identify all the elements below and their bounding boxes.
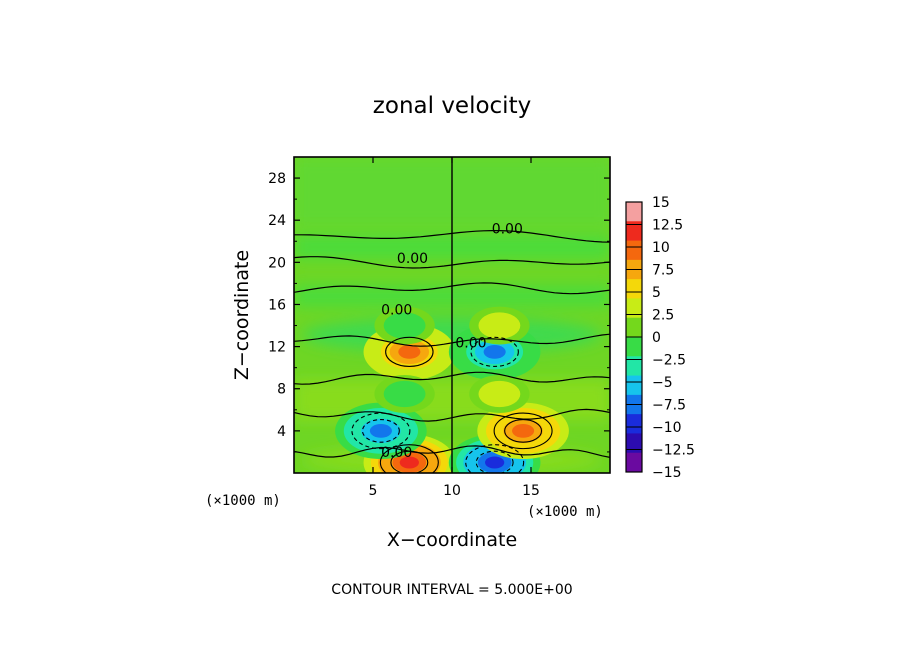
y-tick-label: 24 [268,213,286,229]
field-feature [487,318,512,333]
contour-label: 0.00 [397,251,428,267]
colorbar-swatch [626,375,642,396]
x-unit-right: (×1000 m) [527,504,603,520]
colorbar-swatch [626,240,642,261]
colorbar-swatch [626,433,642,454]
colorbar-tick-label: 12.5 [652,218,683,234]
field-feature [392,386,417,402]
colorbar-tick-label: 2.5 [652,308,674,324]
y-axis-label: Z−coordinate [231,250,253,380]
chart-title: zonal velocity [373,93,531,119]
colorbar-swatch [626,202,642,222]
colorbar-tick-label: 0 [652,330,661,346]
field-feature [369,423,392,438]
contour-line [385,336,434,367]
x-axis-label: X−coordinate [387,529,517,551]
x-unit-left: (×1000 m) [205,493,281,509]
y-tick-label: 20 [268,255,286,271]
contour-label: 0.00 [455,335,486,351]
field-feature [485,456,505,469]
colorbar-tick-label: 10 [652,240,670,256]
y-tick-label: 16 [268,297,286,313]
colorbar-tick-label: −12.5 [652,443,695,459]
colorbar-swatch [626,298,642,319]
contour-line [475,450,514,473]
field-feature [487,386,512,402]
field-feature [398,344,421,359]
colorbar-swatch [626,414,642,434]
y-tick-label: 4 [277,424,286,440]
colorbar-tick-label: −2.5 [652,353,686,369]
field-feature [483,344,506,359]
colorbar-swatch [626,356,642,377]
x-tick-label: 15 [522,483,540,499]
x-tick-label: 10 [443,483,461,499]
y-tick-label: 12 [268,340,286,356]
contour-label: 0.00 [492,222,523,238]
contour-line [351,412,411,450]
colorbar-tick-label: 5 [652,285,661,301]
contour-line [361,419,400,443]
field-feature [399,456,419,469]
colorbar: 15 12.5 10 7.5 5 2.5 0 −2.5 −5 −7.5 −10 −12.5 −15 [625,195,695,481]
contour-label: 0.00 [381,445,412,461]
colorbar-tick-label: −5 [652,375,673,391]
contour-label: 0.00 [381,303,412,319]
contour-line [379,444,439,473]
contour-interval-note: CONTOUR INTERVAL = 5.000E+00 [331,582,572,598]
field-feature [512,423,535,438]
contour-line [465,444,525,473]
colorbar-tick-label: −7.5 [652,398,686,414]
colorbar-swatch [626,221,642,242]
field-feature [392,318,417,333]
colorbar-tick-label: −15 [652,465,682,481]
contour-line [493,412,553,450]
colorbar-swatch [626,279,642,299]
colorbar-swatch [626,317,642,338]
x-tick-label: 5 [369,483,378,499]
colorbar-swatch [626,337,642,357]
colorbar-tick-label: 7.5 [652,263,674,279]
colorbar-tick-label: 15 [652,195,670,211]
contour-line [470,336,519,367]
y-tick-label: 28 [268,171,286,187]
colorbar-tick-label: −10 [652,420,682,436]
colorbar-swatch [626,452,642,473]
y-tick-label: 8 [277,382,286,398]
